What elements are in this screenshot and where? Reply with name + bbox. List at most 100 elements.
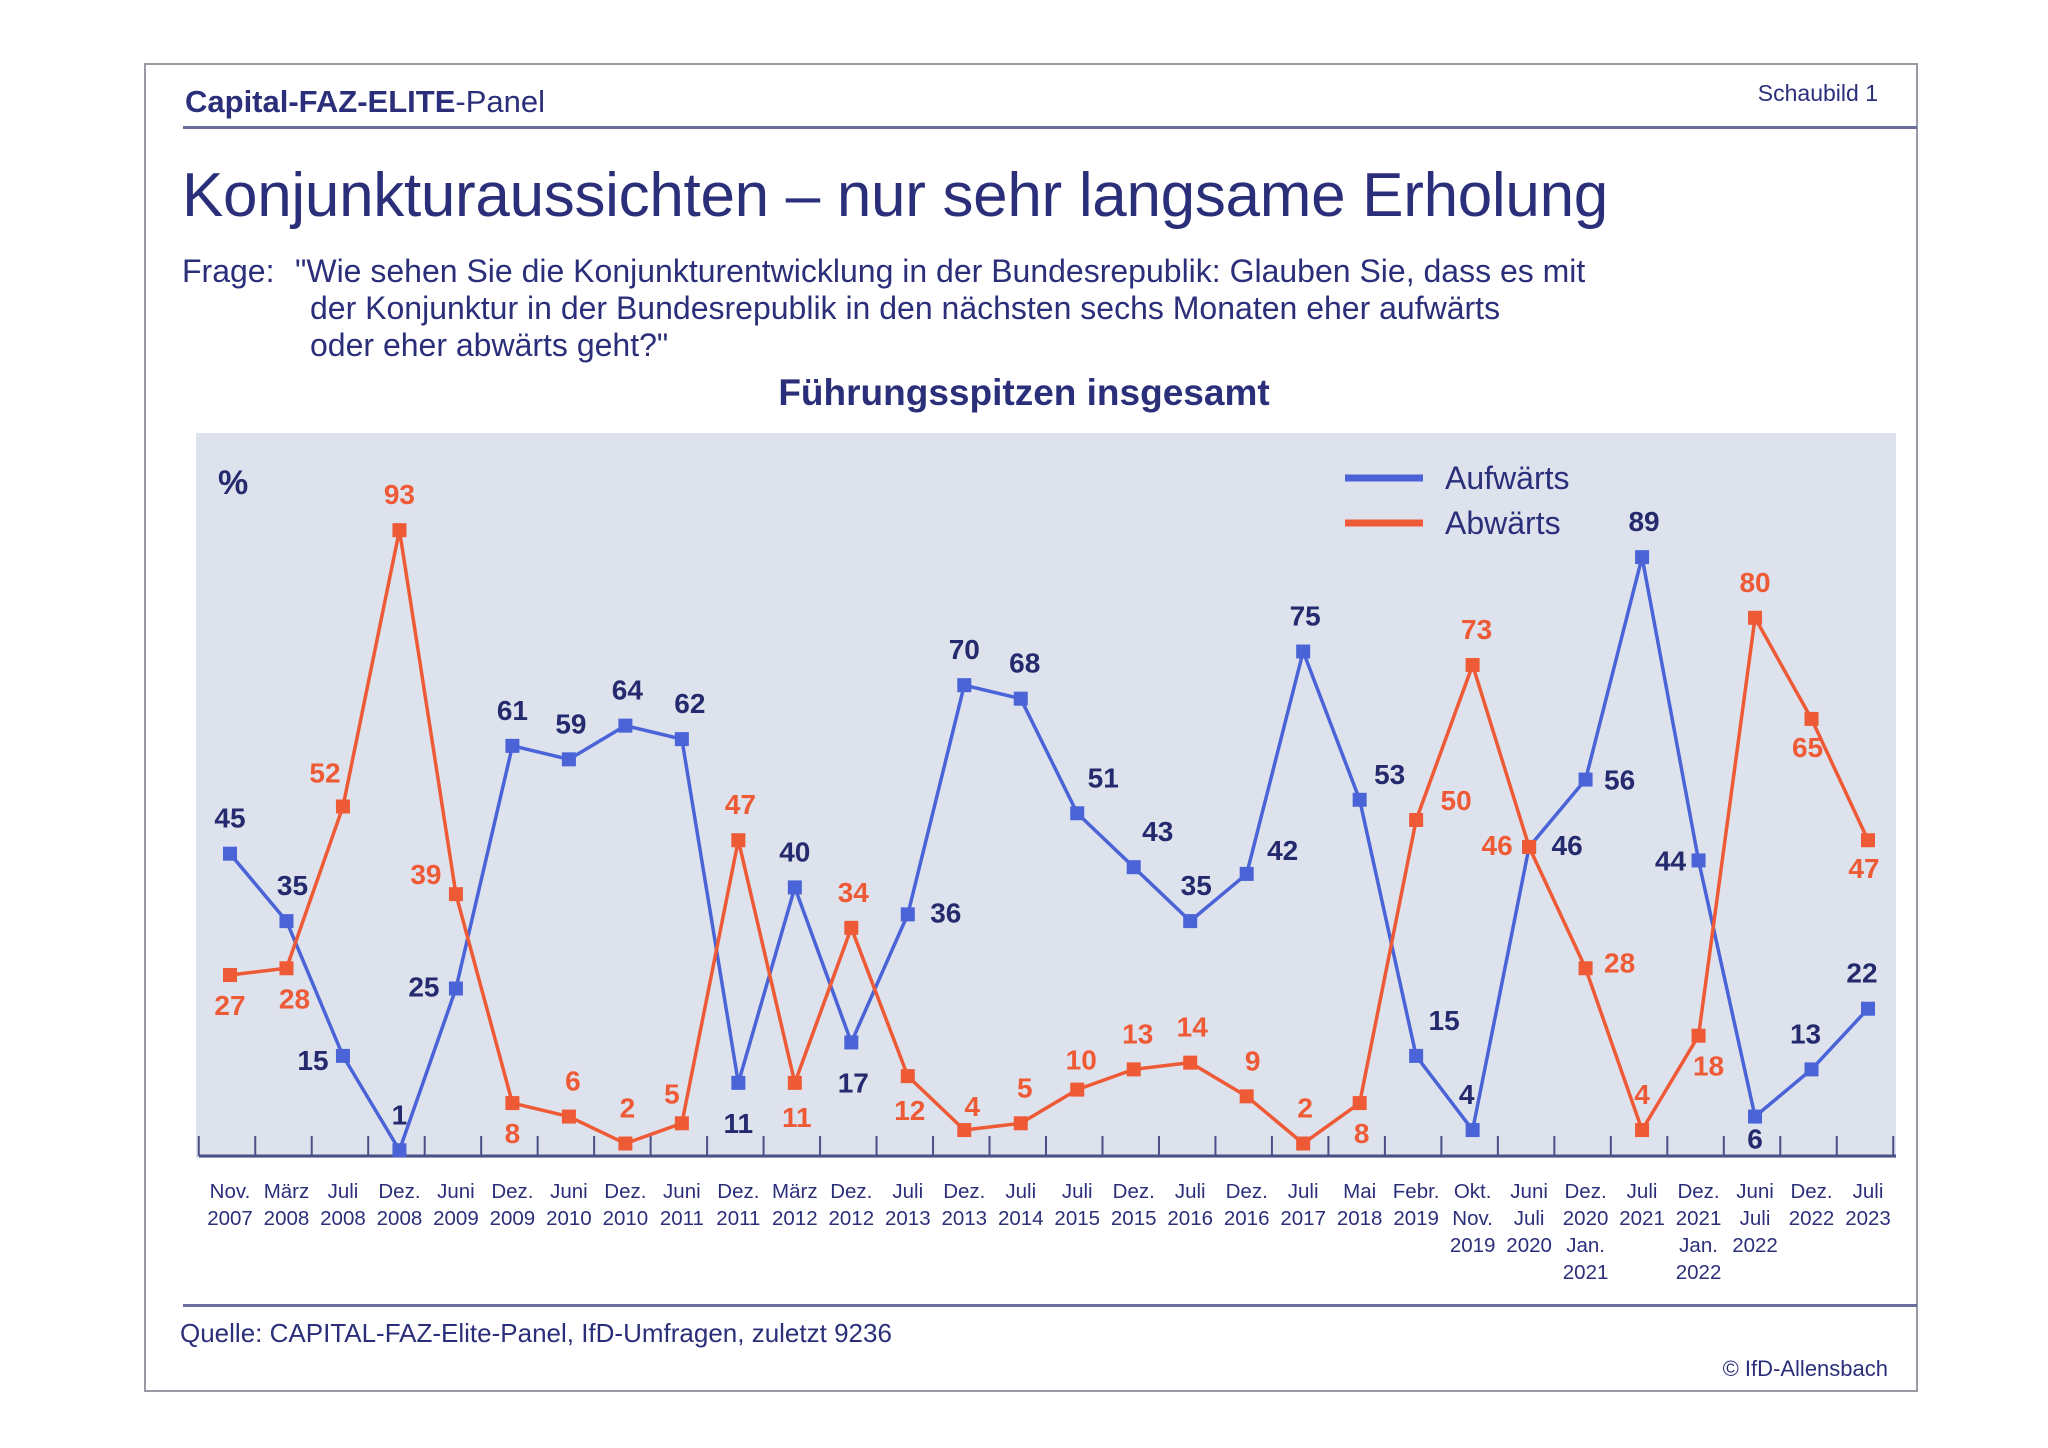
data-point-abwaerts <box>1409 813 1424 827</box>
data-point-abwaerts <box>1804 711 1819 726</box>
x-tick-label-line: 2018 <box>1337 1207 1383 1230</box>
data-label-abwaerts: 5 <box>1017 1072 1033 1103</box>
page-title: Konjunkturaussichten – nur sehr langsame… <box>182 161 1608 230</box>
data-point-abwaerts <box>1126 1062 1141 1077</box>
data-point-aufwaerts <box>1804 1062 1819 1077</box>
x-tick-label: Dez. 2008 <box>377 1180 423 1230</box>
x-tick-label-line: 2021 <box>1619 1207 1665 1230</box>
x-tick-label: Juli 2008 <box>320 1180 366 1230</box>
x-tick-label-line: Jan. <box>1679 1234 1718 1257</box>
x-tick-label-line: 2011 <box>716 1207 760 1230</box>
x-tick-label-line: Nov. <box>210 1180 251 1203</box>
x-tick-label-line: 2016 <box>1167 1207 1213 1230</box>
data-label-abwaerts: 80 <box>1739 567 1770 598</box>
data-label-aufwaerts: 15 <box>1429 1005 1460 1036</box>
data-point-abwaerts <box>1070 1082 1085 1097</box>
x-tick-label-line: Juli <box>1062 1180 1093 1203</box>
data-label-aufwaerts: 15 <box>297 1045 328 1076</box>
data-point-aufwaerts <box>392 1143 407 1158</box>
x-tick-label-line: 2017 <box>1280 1207 1326 1230</box>
x-tick-label-line: Jan. <box>1566 1234 1605 1257</box>
data-point-aufwaerts <box>1578 772 1593 787</box>
data-label-aufwaerts: 46 <box>1552 830 1583 861</box>
copyright: © IfD-Allensbach <box>1722 1356 1888 1381</box>
data-point-abwaerts <box>1691 1028 1706 1043</box>
data-point-abwaerts <box>1183 1055 1198 1070</box>
x-tick-label-line: März <box>772 1180 818 1203</box>
data-label-aufwaerts: 59 <box>555 708 586 739</box>
data-label-abwaerts: 2 <box>620 1093 636 1124</box>
data-point-abwaerts <box>1239 1089 1254 1104</box>
series-line-abwaerts <box>229 528 1870 1146</box>
chart-number: Schaubild 1 <box>1757 80 1878 106</box>
data-label-abwaerts: 47 <box>1848 853 1879 884</box>
data-label-abwaerts: 52 <box>309 758 340 789</box>
x-tick-label-line: 2012 <box>772 1207 818 1230</box>
data-label-abwaerts: 46 <box>1482 830 1513 861</box>
x-tick-label: Juli 2016 <box>1167 1180 1213 1230</box>
x-tick-label-line: Dez. <box>830 1180 872 1203</box>
x-tick-label-line: 2011 <box>660 1207 704 1230</box>
x-tick-label-line: Dez. <box>1113 1180 1155 1203</box>
data-point-aufwaerts <box>1409 1048 1424 1063</box>
data-label-abwaerts: 8 <box>505 1118 521 1149</box>
data-point-aufwaerts <box>1691 853 1706 868</box>
data-point-abwaerts <box>448 887 463 902</box>
x-tick-label: Juni Juli 2022 <box>1732 1180 1778 1257</box>
data-label-aufwaerts: 6 <box>1747 1124 1763 1155</box>
data-label-abwaerts: 11 <box>782 1102 812 1133</box>
x-tick-label-line: Dez. <box>1226 1180 1268 1203</box>
x-tick-label-line: Juli <box>328 1180 359 1203</box>
brand-name: Capital-FAZ-ELITE <box>185 84 456 119</box>
data-label-abwaerts: 39 <box>410 859 441 890</box>
data-point-aufwaerts <box>1126 860 1141 875</box>
chart-title: Führungsspitzen insgesamt <box>778 372 1270 413</box>
question-label: Frage: <box>182 253 275 289</box>
x-tick-label: Dez. 2021 Jan. 2022 <box>1676 1180 1722 1284</box>
x-tick-label: Dez. 2012 <box>829 1180 875 1230</box>
data-point-aufwaerts <box>900 907 915 922</box>
x-tick-label: Mai 2018 <box>1337 1180 1383 1230</box>
data-point-aufwaerts <box>1748 1109 1763 1124</box>
x-tick-label-line: 2012 <box>829 1207 875 1230</box>
data-label-abwaerts: 28 <box>1604 947 1635 978</box>
x-tick-label-line: Dez. <box>604 1180 646 1203</box>
data-point-aufwaerts <box>731 1075 746 1090</box>
data-point-abwaerts <box>1352 1096 1367 1111</box>
x-tick-label: Dez. 2022 <box>1789 1180 1835 1230</box>
header-divider <box>183 126 1917 129</box>
x-tick-label: Juni 2011 <box>660 1180 704 1230</box>
x-tick-label-line: März <box>264 1180 310 1203</box>
data-label-aufwaerts: 11 <box>724 1108 754 1139</box>
data-point-aufwaerts <box>957 678 972 693</box>
data-point-abwaerts <box>1861 833 1875 848</box>
x-tick-label: Dez. 2013 <box>941 1180 987 1230</box>
x-tick-label-line: 2020 <box>1563 1207 1609 1230</box>
x-tick-label-line: 2009 <box>490 1207 536 1230</box>
series-line-aufwaerts <box>228 555 1870 1153</box>
data-point-aufwaerts <box>1239 866 1254 881</box>
data-point-abwaerts <box>392 523 407 538</box>
data-point-aufwaerts <box>1070 806 1085 821</box>
data-label-aufwaerts: 43 <box>1142 816 1173 847</box>
x-tick-label-line: Dez. <box>717 1180 759 1203</box>
data-point-aufwaerts <box>1352 792 1367 807</box>
x-tick-label-line: Dez. <box>1677 1180 1719 1203</box>
x-tick-label-line: Juni <box>550 1180 588 1203</box>
data-label-abwaerts: 5 <box>664 1078 680 1109</box>
data-point-aufwaerts <box>674 732 689 747</box>
data-label-abwaerts: 18 <box>1693 1051 1724 1082</box>
data-point-abwaerts <box>335 799 350 814</box>
x-tick-label-line: Juli <box>1005 1180 1036 1203</box>
x-tick-label: Dez. 2010 <box>603 1180 649 1230</box>
x-tick-label-line: Dez. <box>1565 1180 1607 1203</box>
x-tick-label-line: Mai <box>1343 1180 1376 1203</box>
data-label-abwaerts: 47 <box>725 789 756 820</box>
data-label-aufwaerts: 35 <box>277 870 308 901</box>
x-tick-label-line: Juli <box>1175 1180 1206 1203</box>
data-label-abwaerts: 4 <box>1634 1079 1650 1110</box>
x-tick-label: März 2012 <box>772 1180 818 1230</box>
data-point-aufwaerts <box>335 1048 350 1063</box>
question-line: der Konjunktur in der Bundesrepublik in … <box>310 290 1501 326</box>
